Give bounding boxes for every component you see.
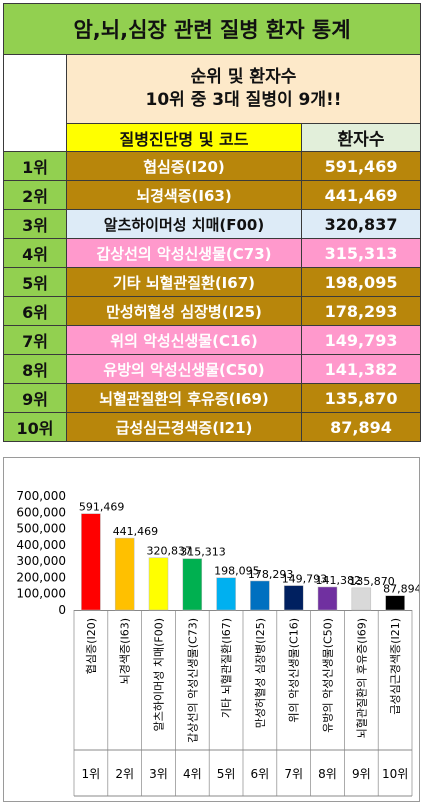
patient-count-cell: 591,469 (300, 151, 422, 181)
rank-label: 9위 (352, 767, 371, 781)
disease-name-cell: 기타 뇌혈관질환(I67) (66, 267, 302, 297)
category-label: 기타 뇌혈관질환(I67) (219, 618, 233, 718)
chart-panel: 0 100,000 200,000 300,000 400,000 500,000 600,… (3, 457, 422, 802)
patient-count-cell: 315,313 (300, 238, 422, 268)
data-label: 149,793 (282, 573, 328, 586)
disease-name-cell: 뇌경색증(I63) (66, 180, 302, 210)
rank-cell: 9위 (3, 383, 67, 413)
table-row: 3위 알츠하이머성 치매(F00) 320,837 (3, 209, 422, 239)
category-label: 알츠하이머성 치매(F00) (152, 618, 166, 731)
bar (250, 580, 270, 611)
data-label: 315,313 (180, 546, 226, 559)
rank-cell: 8위 (3, 354, 67, 384)
disease-name-cell: 만성허혈성 심장병(I25) (66, 296, 302, 326)
data-label: 591,469 (79, 501, 125, 514)
intro-line-1: 순위 및 환자수 (190, 67, 297, 87)
y-tick-label: 500,000 (16, 522, 66, 536)
rank-label: 1위 (82, 767, 101, 781)
rank-label: 2위 (115, 767, 134, 781)
patient-count-cell: 149,793 (300, 325, 422, 355)
disease-name-cell: 갑상선의 악성신생물(C73) (66, 238, 302, 268)
table-row: 1위 협심증(I20) 591,469 (3, 151, 422, 181)
rank-cell: 7위 (3, 325, 67, 355)
rank-cell: 6위 (3, 296, 67, 326)
y-tick-label: 200,000 (16, 570, 66, 584)
category-label: 유방의 악성신생물(C50) (322, 618, 335, 733)
bar (385, 595, 405, 611)
table-row: 5위 기타 뇌혈관질환(I67) 198,095 (3, 267, 422, 297)
disease-name-cell: 알츠하이머성 치매(F00) (66, 209, 302, 239)
corner-cell (3, 54, 67, 152)
category-label: 갑상선의 악성신생물(C73) (186, 618, 199, 743)
rank-label: 5위 (217, 767, 236, 781)
y-tick-label: 300,000 (16, 554, 66, 568)
data-label: 320,837 (147, 545, 193, 558)
bar (148, 557, 169, 611)
disease-name-cell: 급성심근경색증(I21) (66, 412, 302, 442)
category-label: 뇌경색증(I63) (119, 618, 132, 684)
rank-cell: 4위 (3, 238, 67, 268)
bar-chart: 0 100,000 200,000 300,000 400,000 500,000 600,… (16, 489, 422, 797)
rank-label: 10위 (382, 767, 408, 781)
category-label: 만성허혈성 심장병(I25) (253, 618, 267, 728)
y-tick-label: 600,000 (16, 505, 66, 519)
patient-count-cell: 198,095 (300, 267, 422, 297)
data-label: 198,095 (214, 565, 260, 578)
bar (283, 585, 304, 611)
patient-count-cell: 141,382 (300, 354, 422, 384)
y-tick-label: 700,000 (16, 489, 66, 503)
disease-stats-table: 암,뇌,심장 관련 질병 환자 통계 순위 및 환자수 10위 중 3대 질병이… (2, 3, 422, 442)
bar (351, 587, 372, 611)
y-tick-label: 0 (58, 603, 66, 617)
table-row: 2위 뇌경색증(I63) 441,469 (3, 180, 422, 210)
data-label: 135,870 (349, 575, 395, 588)
patient-count-cell: 135,870 (300, 383, 422, 413)
disease-name-cell: 뇌혈관질환의 후유증(I69) (66, 383, 302, 413)
rank-cell: 3위 (3, 209, 67, 239)
disease-name-cell: 협심증(I20) (66, 151, 302, 181)
y-tick-label: 400,000 (16, 538, 66, 552)
patient-count-cell: 320,837 (300, 209, 422, 239)
category-label: 위의 악성신생물(C16) (288, 618, 301, 723)
table-row: 8위 유방의 악성신생물(C50) 141,382 (3, 354, 422, 384)
table-row: 4위 갑상선의 악성신생물(C73) 315,313 (3, 238, 422, 268)
bar (317, 586, 338, 611)
column-header-count: 환자수 (300, 123, 422, 152)
bar (216, 577, 236, 611)
rank-cell: 5위 (3, 267, 67, 297)
patient-count-cell: 87,894 (300, 412, 422, 442)
rank-label: 8위 (318, 767, 337, 781)
rank-label: 4위 (183, 767, 202, 781)
table-row: 7위 위의 악성신생물(C16) 149,793 (3, 325, 422, 355)
table-row: 6위 만성허혈성 심장병(I25) 178,293 (3, 296, 422, 326)
patient-count-cell: 178,293 (300, 296, 422, 326)
bar (81, 513, 101, 611)
data-label: 141,382 (316, 574, 362, 587)
bar (114, 537, 135, 611)
disease-name-cell: 위의 악성신생물(C16) (66, 325, 302, 355)
y-tick-label: 100,000 (16, 587, 66, 601)
data-label: 178,293 (248, 568, 294, 581)
bar (182, 558, 203, 611)
category-label: 급성심근경색증(I21) (389, 618, 402, 715)
rank-label: 3위 (149, 767, 168, 781)
column-header-name: 질병진단명 및 코드 (66, 123, 302, 152)
table-title: 암,뇌,심장 관련 질병 환자 통계 (2, 3, 422, 55)
rank-label: 6위 (251, 767, 270, 781)
table-row: 9위 뇌혈관질환의 후유증(I69) 135,870 (3, 383, 422, 413)
data-label: 87,894 (383, 583, 419, 596)
rank-cell: 1위 (3, 151, 67, 181)
category-label: 뇌혈관질환의 후유증(I69) (354, 618, 368, 738)
disease-name-cell: 유방의 악성신생물(C50) (66, 354, 302, 384)
patient-count-cell: 441,469 (300, 180, 422, 210)
rank-cell: 2위 (3, 180, 67, 210)
table-row: 10위 급성심근경색증(I21) 87,894 (3, 412, 422, 442)
rank-cell: 10위 (3, 412, 67, 442)
data-label: 441,469 (113, 525, 159, 538)
rank-label: 7위 (284, 767, 303, 781)
intro-cell: 순위 및 환자수 10위 중 3대 질병이 9개!! (65, 54, 422, 124)
intro-line-2: 10위 중 3대 질병이 9개!! (145, 90, 342, 110)
category-label: 협심증(I20) (85, 618, 98, 674)
